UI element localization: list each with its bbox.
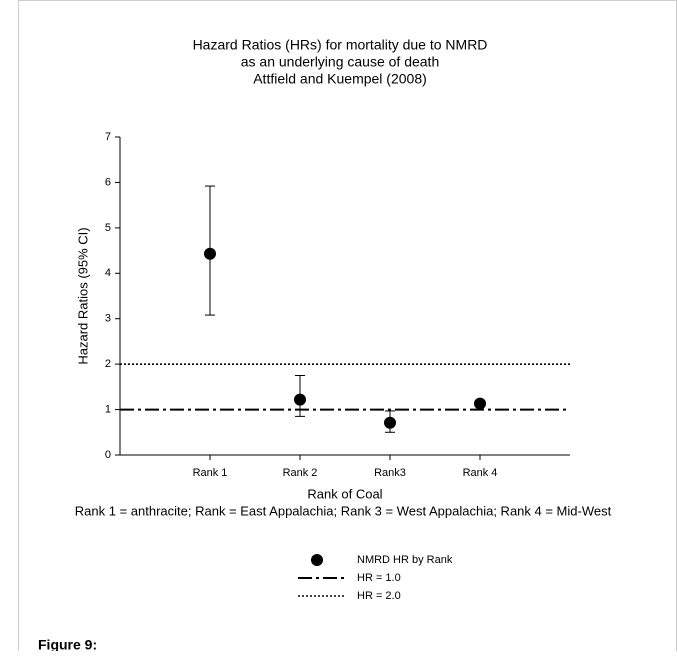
y-tick-label: 7 [105, 131, 111, 143]
x-axis-label: Rank of Coal [307, 486, 382, 501]
x-tick-label: Rank 4 [463, 467, 498, 479]
note: Rank 1 = anthracite; Rank = East Appalac… [75, 503, 612, 518]
y-tick-label: 0 [105, 449, 111, 461]
point [294, 393, 306, 406]
legend-label: NMRD HR by Rank [357, 554, 453, 566]
y-tick-label: 4 [105, 267, 111, 279]
chart-title: Attfield and Kuempel (2008) [253, 71, 427, 87]
x-tick-label: Rank 2 [283, 467, 318, 479]
x-tick-label: Rank 1 [193, 467, 228, 479]
chart-title: as an underlying cause of death [241, 54, 439, 70]
y-tick-label: 5 [105, 222, 111, 234]
y-tick-label: 2 [105, 358, 111, 370]
figure-caption: Figure 9: [38, 637, 97, 651]
frame [18, 0, 677, 656]
legend-symbol [311, 554, 323, 566]
y-tick-label: 3 [105, 313, 111, 325]
x-tick-label: Rank3 [374, 467, 406, 479]
chart-title: Hazard Ratios (HRs) for mortality due to… [193, 37, 488, 53]
point [384, 416, 396, 429]
legend-label: HR = 1.0 [357, 572, 401, 584]
y-tick-label: 6 [105, 176, 111, 188]
legend-label: HR = 2.0 [357, 590, 401, 602]
point [204, 247, 216, 260]
point [474, 397, 486, 410]
y-axis-label: Hazard Ratios (95% CI) [75, 227, 90, 364]
y-tick-label: 1 [105, 403, 111, 415]
